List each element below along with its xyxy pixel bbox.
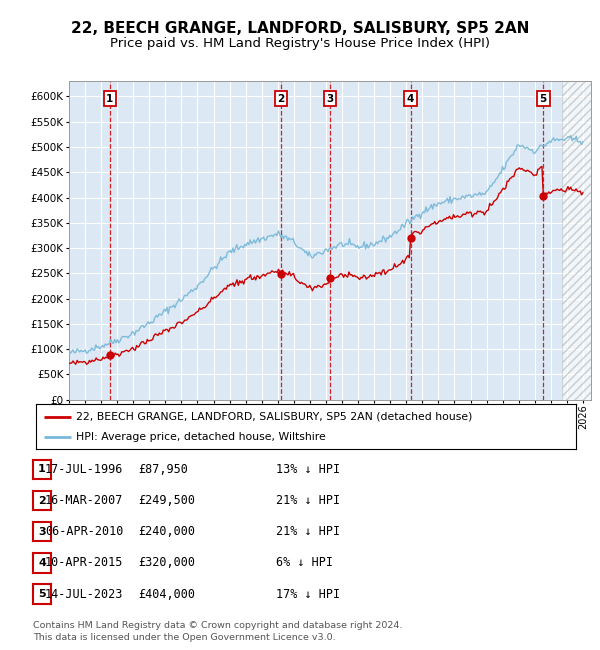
Text: 4: 4	[38, 558, 46, 568]
Bar	[562, 81, 591, 400]
Text: 3: 3	[38, 526, 46, 537]
Text: 2: 2	[278, 94, 285, 104]
Text: Contains HM Land Registry data © Crown copyright and database right 2024.
This d: Contains HM Land Registry data © Crown c…	[33, 621, 403, 642]
Text: 4: 4	[407, 94, 415, 104]
Text: 21% ↓ HPI: 21% ↓ HPI	[276, 525, 340, 538]
Text: Price paid vs. HM Land Registry's House Price Index (HPI): Price paid vs. HM Land Registry's House …	[110, 37, 490, 50]
Text: 22, BEECH GRANGE, LANDFORD, SALISBURY, SP5 2AN: 22, BEECH GRANGE, LANDFORD, SALISBURY, S…	[71, 21, 529, 36]
Text: 1: 1	[106, 94, 113, 104]
Text: 2: 2	[38, 495, 46, 506]
Text: 3: 3	[326, 94, 334, 104]
Text: 10-APR-2015: 10-APR-2015	[45, 556, 124, 569]
Text: 1: 1	[38, 464, 46, 474]
Text: £240,000: £240,000	[138, 525, 195, 538]
Text: 6% ↓ HPI: 6% ↓ HPI	[276, 556, 333, 569]
Text: 17-JUL-1996: 17-JUL-1996	[45, 463, 124, 476]
Text: £320,000: £320,000	[138, 556, 195, 569]
Text: 21% ↓ HPI: 21% ↓ HPI	[276, 494, 340, 507]
Text: 16-MAR-2007: 16-MAR-2007	[45, 494, 124, 507]
Text: HPI: Average price, detached house, Wiltshire: HPI: Average price, detached house, Wilt…	[77, 432, 326, 442]
Text: £404,000: £404,000	[138, 588, 195, 601]
Text: 5: 5	[38, 589, 46, 599]
Text: 06-APR-2010: 06-APR-2010	[45, 525, 124, 538]
Text: £87,950: £87,950	[138, 463, 188, 476]
Text: £249,500: £249,500	[138, 494, 195, 507]
Text: 13% ↓ HPI: 13% ↓ HPI	[276, 463, 340, 476]
Text: 14-JUL-2023: 14-JUL-2023	[45, 588, 124, 601]
Text: 22, BEECH GRANGE, LANDFORD, SALISBURY, SP5 2AN (detached house): 22, BEECH GRANGE, LANDFORD, SALISBURY, S…	[77, 411, 473, 422]
Text: 17% ↓ HPI: 17% ↓ HPI	[276, 588, 340, 601]
Text: 5: 5	[539, 94, 547, 104]
